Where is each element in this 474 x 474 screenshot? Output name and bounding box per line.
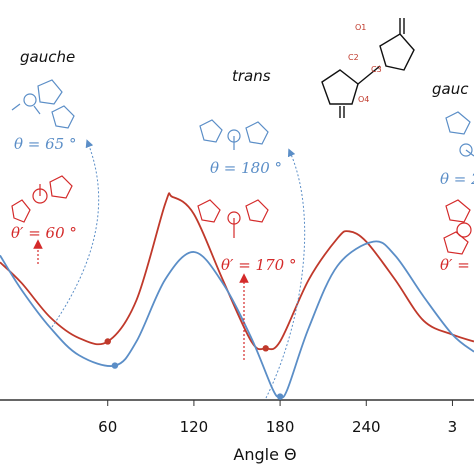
- arrow-blue-trans: [265, 148, 306, 399]
- x-ticks: 60 120 180 240 3: [98, 400, 457, 436]
- conformer-sketch-red-right: [443, 199, 472, 255]
- arrow-blue-gauche: [51, 139, 100, 328]
- label-theta-prime-60: θ′ = 60 °: [11, 224, 77, 242]
- label-gauche-left: gauche: [20, 48, 75, 66]
- atom-o1: O1: [355, 23, 366, 32]
- x-axis-label: Angle Θ: [233, 445, 296, 464]
- label-theta-right-blue: θ = 2: [440, 170, 474, 188]
- conformer-sketch-red-gauche: [11, 175, 73, 223]
- label-theta-65: θ = 65 °: [14, 135, 77, 153]
- minima-markers: [104, 338, 284, 400]
- x-tick-label: 60: [98, 418, 117, 436]
- molecule-structure: [321, 18, 415, 118]
- x-tick-label: 3: [448, 418, 458, 436]
- minimum-point: [262, 345, 269, 352]
- atom-o4: O4: [358, 95, 369, 104]
- atom-c2: C2: [348, 53, 359, 62]
- x-tick-label: 180: [266, 418, 295, 436]
- label-gauche-right: gauc: [432, 80, 469, 98]
- conformer-sketch-red-trans: [197, 199, 269, 238]
- conformer-sketch-blue-gauche: [11, 79, 75, 129]
- conformer-sketch-blue-right: [445, 111, 474, 157]
- series-red-line: [0, 192, 474, 351]
- minimum-point: [104, 338, 111, 345]
- atom-c3: C3: [371, 65, 382, 74]
- label-theta-180: θ = 180 °: [210, 159, 282, 177]
- label-theta-prime-right: θ′ =: [440, 256, 470, 274]
- curves: [0, 192, 474, 399]
- series-blue-line: [0, 240, 474, 399]
- label-trans: trans: [232, 67, 271, 85]
- minimum-point: [111, 362, 119, 369]
- minimum-point: [276, 393, 284, 400]
- label-theta-prime-170: θ′ = 170 °: [221, 256, 296, 274]
- x-tick-label: 240: [352, 418, 381, 436]
- conformer-sketch-blue-trans: [199, 119, 269, 150]
- x-tick-label: 120: [180, 418, 209, 436]
